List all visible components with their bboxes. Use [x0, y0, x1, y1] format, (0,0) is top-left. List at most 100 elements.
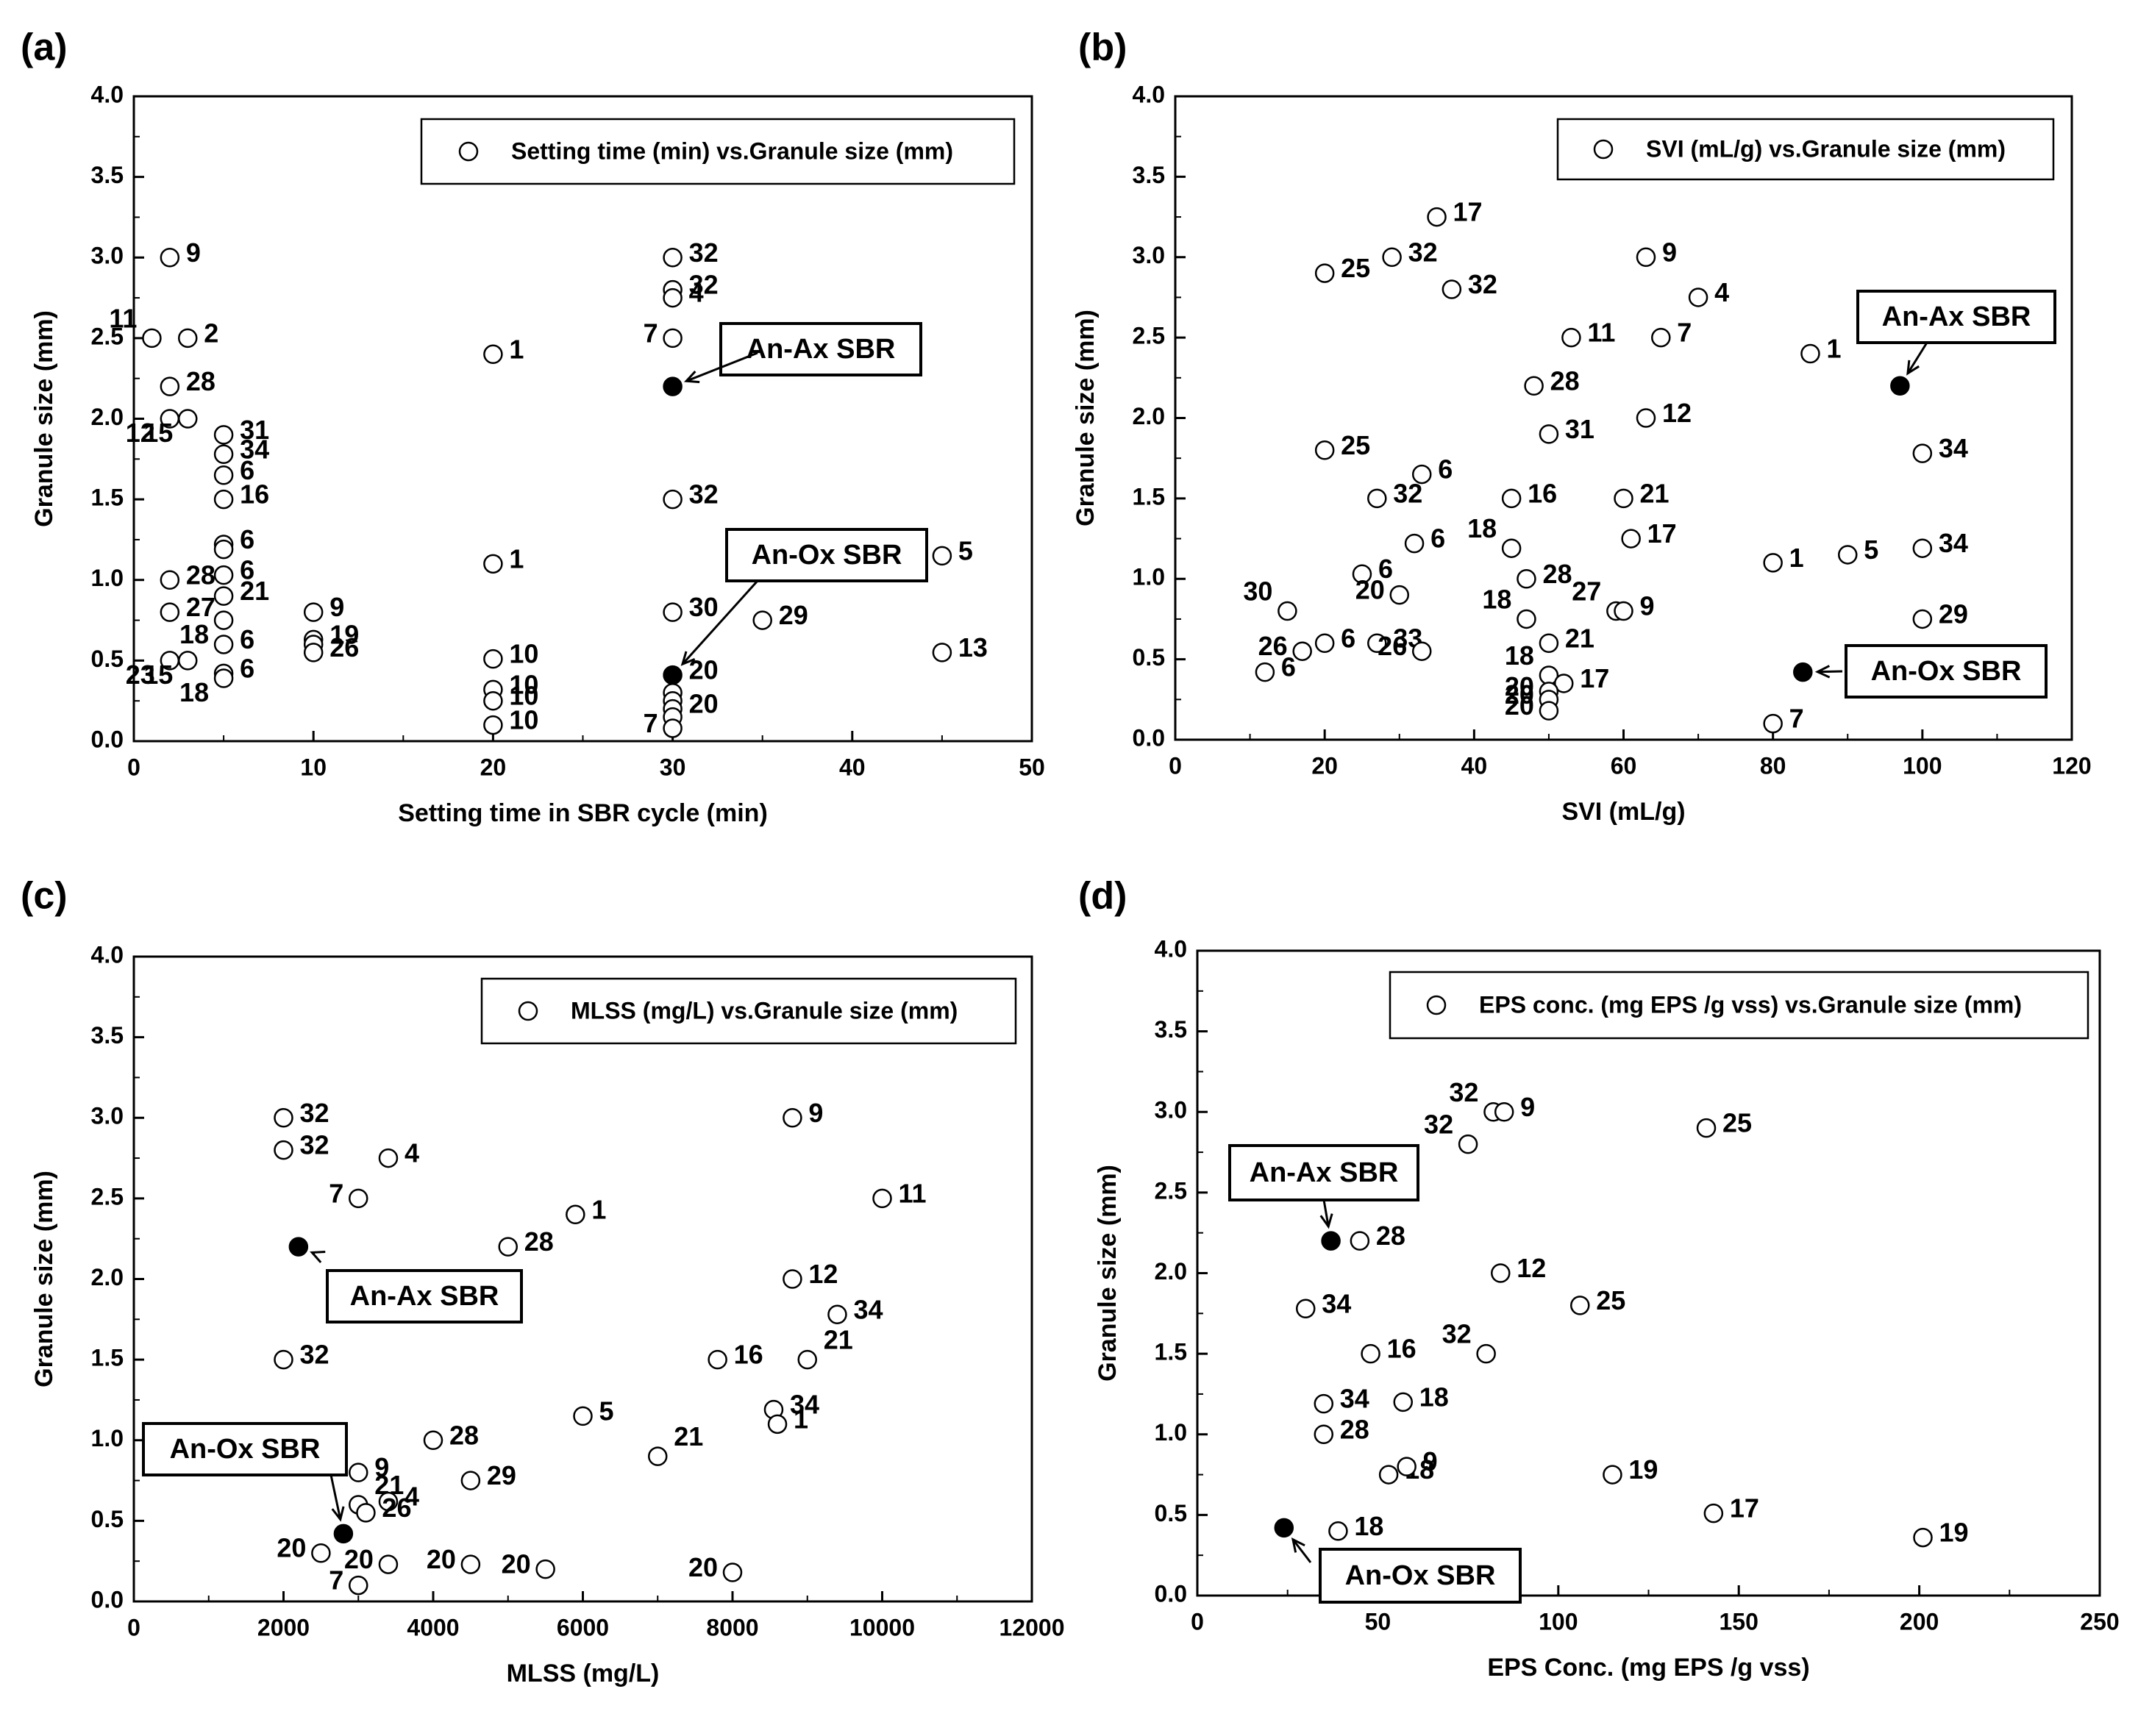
legend-box [1556, 118, 2055, 181]
data-point [178, 651, 198, 671]
data-point [1314, 1393, 1334, 1414]
chart-panel-b: (b) 0.0 0.5 1.0 1.5 2.0 2.5 3.0 3.5 4.0 0 20 40 60 80 1… [1072, 26, 2092, 826]
point-label: 6 [240, 555, 254, 585]
data-point [872, 1188, 892, 1209]
data-point [783, 1269, 802, 1289]
point-label: 28 [449, 1420, 479, 1450]
data-point [1912, 609, 1933, 629]
data-point [1397, 1457, 1417, 1476]
callout-arrowhead [1814, 665, 1831, 679]
legend-text: MLSS (mg/L) vs.Granule size (mm) [571, 997, 958, 1024]
data-point [1350, 1231, 1370, 1251]
point-label: 28 [186, 560, 215, 590]
point-label: 6 [240, 524, 254, 554]
point-label: 7 [329, 1565, 343, 1596]
point-label: 5 [958, 535, 973, 565]
data-point [1255, 662, 1275, 682]
data-point [1393, 1392, 1414, 1412]
y-tick-label: 0.0 [91, 1586, 124, 1612]
y-tick-label: 4.0 [91, 941, 124, 968]
y-tick-label: 3.5 [91, 1022, 124, 1049]
data-point [1476, 1343, 1496, 1364]
point-label: 1 [509, 334, 524, 364]
point-label: 11 [109, 303, 137, 333]
callout-arrow [681, 579, 759, 665]
data-point [1314, 440, 1335, 460]
point-label: 32 [1449, 1077, 1478, 1107]
data-point [932, 546, 952, 566]
data-point [827, 1304, 847, 1324]
point-label: 20 [688, 1552, 718, 1582]
data-point [1913, 1527, 1933, 1548]
callout-label: An-Ox SBR [1345, 1560, 1496, 1591]
point-label: 6 [1341, 623, 1355, 653]
data-point [274, 1140, 293, 1160]
point-label: 15 [143, 418, 173, 448]
data-point [1636, 247, 1656, 267]
x-tick-label: 0 [127, 1614, 140, 1640]
y-tick-label: 1.5 [91, 485, 124, 511]
data-point [1569, 1296, 1590, 1315]
point-label: 21 [1565, 623, 1594, 653]
point-label: 18 [179, 619, 209, 649]
x-axis-title: EPS Conc. (mg EPS /g vss) [1487, 1654, 1809, 1682]
point-label: 17 [1730, 1493, 1759, 1524]
y-tick-label: 0.5 [1155, 1500, 1187, 1526]
point-label: 16 [1528, 478, 1557, 508]
x-tick-label: 120 [2052, 752, 2091, 779]
callout-label: An-Ox SBR [170, 1434, 321, 1465]
data-point [566, 1204, 585, 1225]
point-label: 32 [1393, 478, 1422, 508]
y-tick-label: 0.0 [91, 726, 124, 752]
x-tick-label: 10000 [849, 1614, 915, 1640]
callout-arrowhead [1906, 360, 1920, 376]
y-tick-label: 1.0 [1133, 564, 1165, 590]
data-point [752, 610, 772, 630]
point-label: 7 [1677, 318, 1692, 348]
point-label: 27 [1572, 576, 1601, 607]
point-label: 20 [1505, 679, 1534, 710]
data-point [1501, 488, 1522, 509]
callout-arrow [685, 351, 758, 382]
point-label: 32 [1408, 237, 1438, 267]
callout-box [719, 322, 922, 376]
point-label: 10 [509, 669, 538, 699]
data-point [213, 489, 234, 510]
point-label: 21 [1640, 478, 1670, 508]
point-label: 18 [179, 677, 209, 707]
point-label: 34 [240, 434, 269, 464]
data-point [1352, 564, 1372, 584]
data-point-filled [1793, 662, 1813, 682]
x-tick-label: 40 [1461, 752, 1488, 779]
point-label: 19 [1628, 1454, 1658, 1485]
x-tick-label: 0 [127, 754, 140, 780]
data-point [483, 344, 503, 365]
data-point-filled [288, 1237, 309, 1257]
x-tick-label: 12000 [999, 1614, 1065, 1640]
x-tick-label: 6000 [557, 1614, 609, 1640]
data-point [160, 570, 180, 590]
data-point [498, 1237, 518, 1257]
x-tick-label: 100 [1903, 752, 1942, 779]
point-label: 30 [1243, 576, 1272, 607]
x-tick-label: 0 [1169, 752, 1182, 779]
legend-marker [518, 1001, 538, 1021]
data-point [1539, 701, 1559, 721]
data-point [213, 444, 234, 464]
data-point [460, 1471, 481, 1490]
data-point [349, 1188, 368, 1209]
data-point [274, 1349, 293, 1370]
y-axis-title: Granule size (mm) [30, 1171, 58, 1387]
point-label: 28 [186, 366, 215, 396]
point-label: 9 [374, 1452, 389, 1482]
y-tick-label: 3.5 [1155, 1016, 1187, 1043]
point-label: 18 [1419, 1382, 1449, 1412]
data-point [311, 1543, 331, 1563]
point-label: 16 [1387, 1334, 1417, 1364]
data-point [1763, 713, 1783, 734]
y-tick-label: 2.0 [1133, 403, 1165, 429]
callout-arrowhead [683, 371, 700, 384]
y-tick-label: 2.0 [91, 1264, 124, 1290]
data-point [1314, 1424, 1334, 1444]
point-label: 6 [240, 653, 254, 683]
